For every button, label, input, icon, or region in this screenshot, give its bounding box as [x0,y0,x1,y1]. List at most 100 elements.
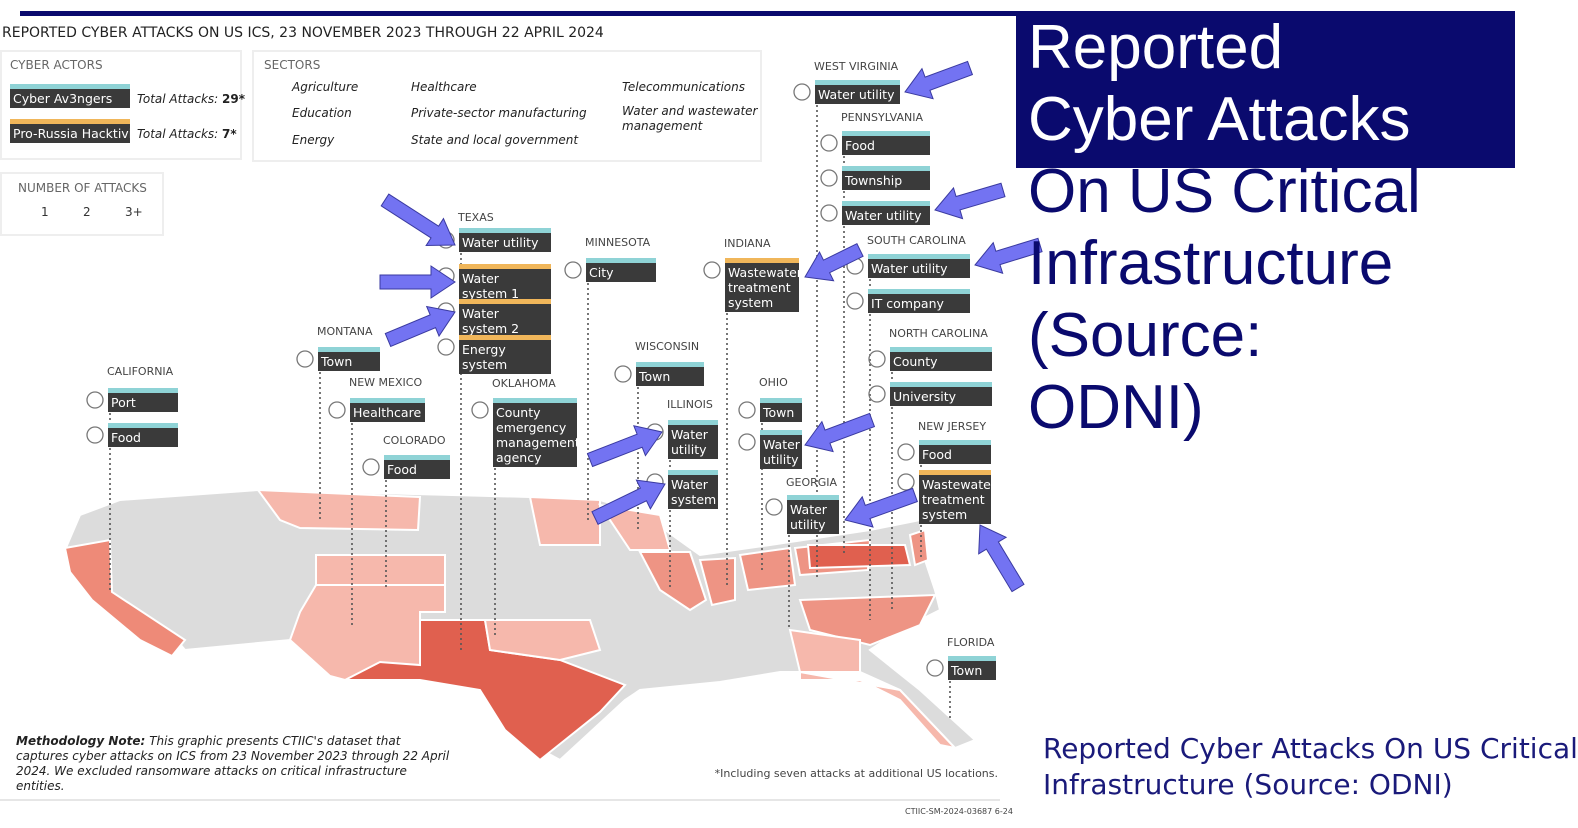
slide-title-line: Cyber Attacks [1028,85,1411,154]
arrow [904,60,974,100]
sector-icon [820,204,838,222]
caption-line: Infrastructure (Source: ODNI) [1043,768,1453,801]
state-shape [255,488,422,532]
state-label: NEW MEXICO [349,376,423,389]
slide-title-line: Reported [1028,13,1284,82]
target-box: Water utility [459,228,551,252]
arrow [586,425,663,468]
sector-label: Energy [292,133,335,147]
target-box: Water utility [815,80,900,104]
actor-total: Total Attacks: 7* [137,127,237,141]
total-label: Total Attacks: [137,127,219,141]
sector-icon [564,261,582,279]
sector-icon [471,401,489,419]
sector-icon [437,338,455,356]
sector-label: Education [292,106,352,120]
state-label: OHIO [759,376,788,389]
actor-total: Total Attacks: 29* [137,92,245,106]
arrow [934,182,1006,220]
sector-label: Private-sector manufacturing [411,106,587,120]
target-box: Water utility [787,495,839,534]
actor-box: Cyber Av3ngers [10,84,130,108]
target-box: Water utility [868,254,970,278]
state-shape [483,619,602,662]
state-shape [63,538,187,658]
target-box: Town [760,398,802,422]
arrow [804,412,876,453]
sector-label: State and local government [411,133,579,147]
state-label: NORTH CAROLINA [889,327,988,340]
arrow [844,487,918,528]
arrow [978,524,1025,593]
state-label: OKLAHOMA [492,377,556,390]
caption-line: Reported Cyber Attacks On US Critical [1043,732,1578,765]
state-shape [315,554,446,586]
state-label: COLORADO [383,434,446,447]
sector-icon [868,385,886,403]
sector-label: Water and wastewater management [622,104,758,133]
sector-icon [868,350,886,368]
target-box: Food [842,131,930,155]
doc-id: CTIIC-SM-2024-03687 6-24 [905,807,1013,816]
sector-icon [793,83,811,101]
sector-icon [362,458,380,476]
sector-icon [86,426,104,444]
state-label: PENNSYLVANIA [841,111,924,124]
target-box: Town [636,362,704,386]
target-box: Town [948,656,996,680]
count-label: 1 [41,205,49,219]
state-label: SOUTH CAROLINA [867,234,966,247]
state-shape [528,495,601,546]
panel-title: SECTORS [264,58,321,72]
state-shape [798,593,937,647]
panel-title: NUMBER OF ATTACKS [18,181,147,195]
count-label: 2 [83,205,91,219]
sector-icon [846,292,864,310]
state-label: MINNESOTA [585,236,651,249]
arrow [380,193,456,246]
target-box: City [586,258,656,282]
target-box: University [890,382,992,406]
sector-icon [738,401,756,419]
arrow [974,237,1043,274]
target-box: Water utility [760,430,802,469]
header-title: REPORTED CYBER ATTACKS ON US ICS, 23 NOV… [2,25,604,41]
sector-label: Agriculture [292,80,359,94]
total-label: Total Attacks: [137,92,219,106]
sector-icon [738,433,756,451]
total-value: 7* [222,127,237,141]
total-value: 29* [222,92,246,106]
state-shape [799,670,958,750]
note-text: This graphic presents CTIIC's dataset th… [16,734,450,793]
sector-icon [765,498,783,516]
state-shape [806,544,912,570]
target-box: Healthcare [350,398,425,422]
arrow [591,479,666,525]
state-label: MONTANA [317,325,373,338]
sector-icon [926,659,944,677]
state-shape [908,528,930,567]
state-label: GEORGIA [786,476,838,489]
target-box: Port [108,388,178,412]
footnote: *Including seven attacks at additional U… [714,767,998,780]
target-box: Town [318,347,380,371]
arrow [379,265,456,299]
count-label: 3+ [125,205,143,219]
sectors-panel: SECTORS [252,50,762,162]
state-label: TEXAS [458,211,494,224]
state-label: WEST VIRGINIA [814,60,899,73]
sector-label: Healthcare [411,80,477,94]
target-box: Wastewater treatment system [725,258,802,312]
target-box: Food [384,455,450,479]
top-rule [20,11,1515,16]
target-box: Food [919,440,991,464]
target-box: Water utility [668,420,718,459]
count-panel: NUMBER OF ATTACKS [0,172,164,236]
methodology-note: Methodology Note: This graphic presents … [16,734,456,794]
arrow [804,243,864,282]
target-box: Water system 2 [459,299,551,338]
note-lead: Methodology Note: [16,734,146,748]
sector-icon [86,391,104,409]
